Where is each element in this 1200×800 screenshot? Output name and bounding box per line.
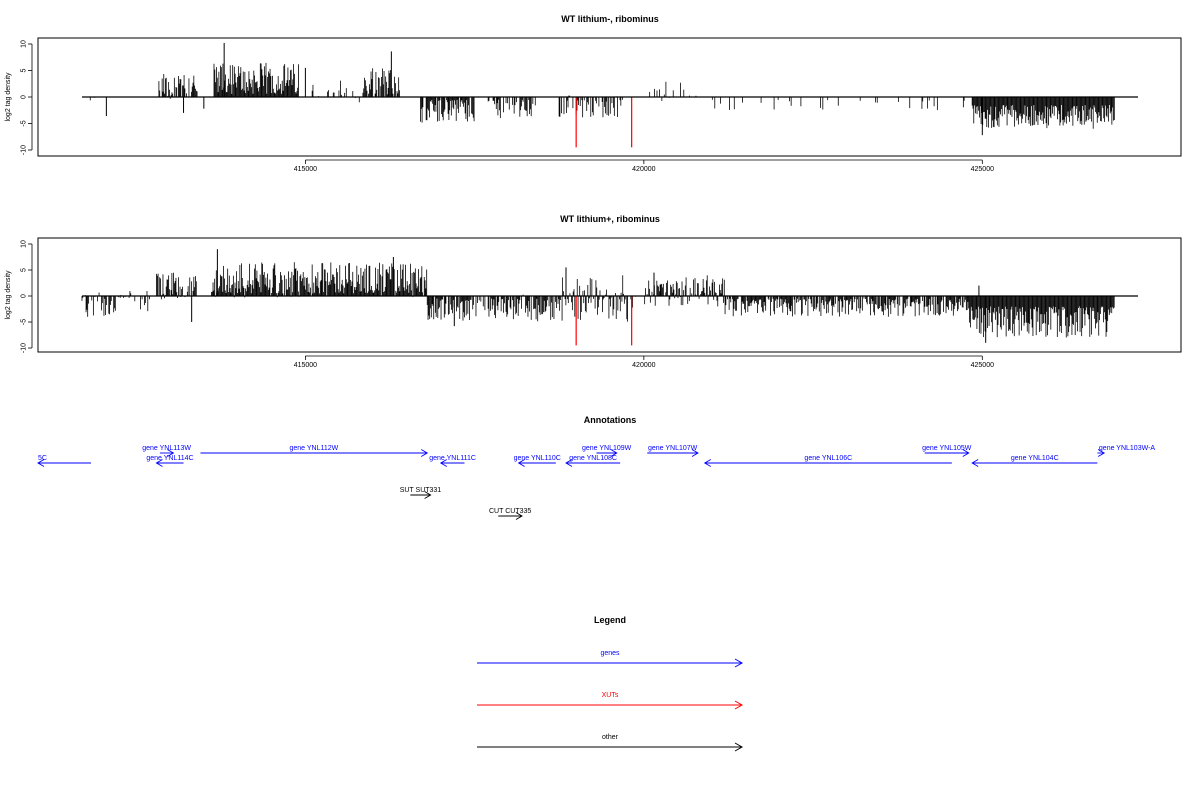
feature-gene-ynl112w[interactable]: gene YNL112W [200, 445, 429, 457]
strand-arrow-icon [155, 459, 163, 467]
feature-label: gene YNL110C [514, 455, 561, 462]
x-tick-label: 420000 [632, 166, 655, 173]
x-tick-label: 415000 [294, 166, 317, 173]
track-panel-lithium-minus: WT lithium-, ribominus log2 tag density … [5, 14, 1182, 173]
legend-label: XUTs [602, 692, 619, 699]
x-tick-label: 425000 [971, 362, 994, 369]
feature-5c[interactable]: 5C [37, 455, 91, 467]
strand-arrow-icon [962, 449, 970, 457]
legend-arrow-icon [734, 700, 744, 710]
feature-label: gene YNL104C [1011, 455, 1059, 462]
feature-label: SUT SUT331 [400, 487, 442, 494]
feature-gene-ynl111c[interactable]: gene YNL111C [429, 455, 476, 467]
legend-label: genes [600, 650, 620, 657]
panel-title: WT lithium+, ribominus [560, 214, 660, 224]
feature-gene-ynl107w[interactable]: gene YNL107W [647, 445, 699, 457]
feature-gene-ynl103w-a[interactable]: gene YNL103W-A [1097, 445, 1155, 457]
x-tick-label: 420000 [632, 362, 655, 369]
y-tick-label: 5 [21, 68, 28, 72]
strand-arrow-icon [1097, 449, 1106, 457]
feature-gene-ynl106c[interactable]: gene YNL106C [703, 455, 952, 467]
strand-arrow-icon [565, 459, 573, 467]
strand-arrow-icon [515, 512, 523, 520]
annotations-panel: Annotations 5C gene YNL113W gene YNL114C ge… [37, 415, 1155, 520]
legend-arrow-icon [734, 742, 744, 752]
y-tick-label: -5 [21, 120, 28, 126]
feature-label: gene YNL106C [804, 455, 852, 462]
strand-arrow-icon [703, 459, 711, 467]
y-tick-label: 0 [21, 95, 28, 99]
y-axis-label: log2 tag density [5, 72, 12, 122]
y-tick-label: 0 [21, 294, 28, 298]
axes: -10 -5 0 5 10 415000 420000 425000 [21, 240, 1138, 369]
strand-arrow-icon [424, 491, 432, 499]
y-tick-label: -10 [21, 145, 28, 155]
strand-arrow-icon [421, 449, 429, 457]
legend-item-xuts: XUTs [477, 692, 744, 710]
feature-gene-ynl113w[interactable]: gene YNL113W [142, 445, 191, 457]
feature-label: gene YNL107W [648, 445, 698, 452]
legend-items: genes XUTs other [477, 650, 744, 752]
feature-gene-ynl104c[interactable]: gene YNL104C [971, 455, 1098, 467]
strand-arrow-icon [37, 459, 45, 467]
y-tick-label: -10 [21, 343, 28, 353]
y-tick-label: 10 [21, 40, 28, 48]
strand-arrow-icon [971, 459, 979, 467]
feature-label: CUT CUT335 [489, 508, 531, 515]
plot-frame [37, 37, 1182, 157]
strand-arrow-icon [610, 449, 618, 457]
legend-title: Legend [594, 615, 626, 625]
feature-label: gene YNL108C [569, 455, 617, 462]
feature-sut-sut331[interactable]: SUT SUT331 [400, 487, 442, 499]
feature-label: gene YNL112W [289, 445, 338, 452]
legend: Legend genes XUTs other [477, 615, 744, 752]
strand-arrow-icon [167, 449, 175, 457]
feature-gene-ynl114c[interactable]: gene YNL114C [146, 455, 194, 467]
strand-arrow-icon [517, 459, 525, 467]
feature-gene-ynl110c[interactable]: gene YNL110C [514, 455, 561, 467]
feature-gene-ynl108c[interactable]: gene YNL108C [565, 455, 621, 467]
feature-cut-cut335[interactable]: CUT CUT335 [489, 508, 531, 520]
feature-label: gene YNL109W [582, 445, 632, 452]
feature-label: gene YNL103W-A [1099, 445, 1155, 452]
tag-density-bars [89, 42, 1115, 148]
feature-gene-ynl109w[interactable]: gene YNL109W [582, 445, 632, 457]
track-panel-lithium-plus: WT lithium+, ribominus log2 tag density … [5, 214, 1182, 369]
legend-item-genes: genes [477, 650, 744, 668]
feature-label: gene YNL113W [142, 445, 191, 452]
legend-item-other: other [477, 734, 744, 752]
legend-label: other [602, 734, 619, 741]
feature-label: 5C [38, 455, 47, 462]
feature-label: gene YNL105W [922, 445, 972, 452]
feature-label: gene YNL111C [429, 455, 476, 462]
strand-arrow-icon [691, 449, 699, 457]
x-tick-label: 425000 [971, 166, 994, 173]
axes: -10 -5 0 5 10 415000 420000 425000 [21, 40, 1138, 173]
annotation-features: 5C gene YNL113W gene YNL114C gene YNL112W ge… [37, 445, 1155, 520]
tag-density-bars [81, 249, 1115, 346]
feature-gene-ynl105w[interactable]: gene YNL105W [922, 445, 972, 457]
legend-arrow-icon [734, 658, 744, 668]
y-tick-label: -5 [21, 319, 28, 325]
strand-arrow-icon [439, 459, 447, 467]
annotations-title: Annotations [584, 415, 637, 425]
panel-title: WT lithium-, ribominus [561, 14, 659, 24]
y-tick-label: 10 [21, 240, 28, 248]
plot-frame [37, 237, 1182, 353]
feature-label: gene YNL114C [146, 455, 193, 462]
y-axis-label: log2 tag density [5, 270, 12, 320]
y-tick-label: 5 [21, 268, 28, 272]
x-tick-label: 415000 [294, 362, 317, 369]
